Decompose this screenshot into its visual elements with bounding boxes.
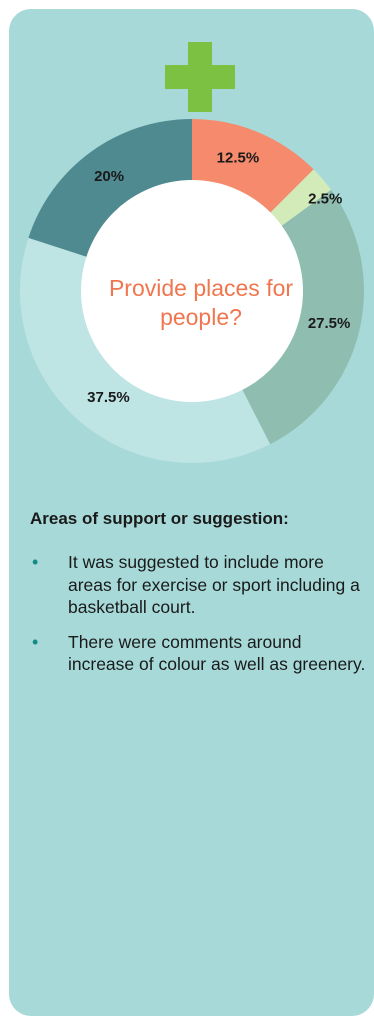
donut-slice-label: 27.5%: [308, 315, 351, 332]
bullet-icon: •: [32, 631, 39, 652]
plus-icon: [165, 42, 235, 112]
donut-slice-label: 2.5%: [308, 190, 342, 207]
donut-slice-labels: 12.5% 2.5% 27.5% 37.5% 20%: [87, 150, 350, 406]
donut-slice-label: 37.5%: [87, 389, 130, 406]
bullet-icon: •: [32, 552, 39, 572]
donut-slice-label: 20%: [94, 168, 124, 185]
donut-slice-label: 12.5%: [217, 150, 260, 167]
donut-chart: 12.5% 2.5% 27.5% 37.5% 20%: [19, 119, 364, 463]
list-item: • It was suggested to include more areas…: [30, 551, 368, 619]
donut-center-label: Provide places for people?: [108, 275, 294, 330]
list-item-text: It was suggested to include more areas f…: [68, 552, 360, 617]
list-item: • There were comments around increase of…: [30, 631, 368, 676]
section-heading: Areas of support or suggestion:: [30, 509, 289, 528]
donut-center-disc: [81, 180, 303, 402]
info-card: 12.5% 2.5% 27.5% 37.5% 20% Provide places fo…: [9, 9, 374, 1016]
list-item-text: There were comments around increase of c…: [68, 631, 366, 675]
suggestion-list: • It was suggested to include more areas…: [30, 551, 368, 688]
plus-icon-horizontal-bar: [165, 65, 235, 89]
